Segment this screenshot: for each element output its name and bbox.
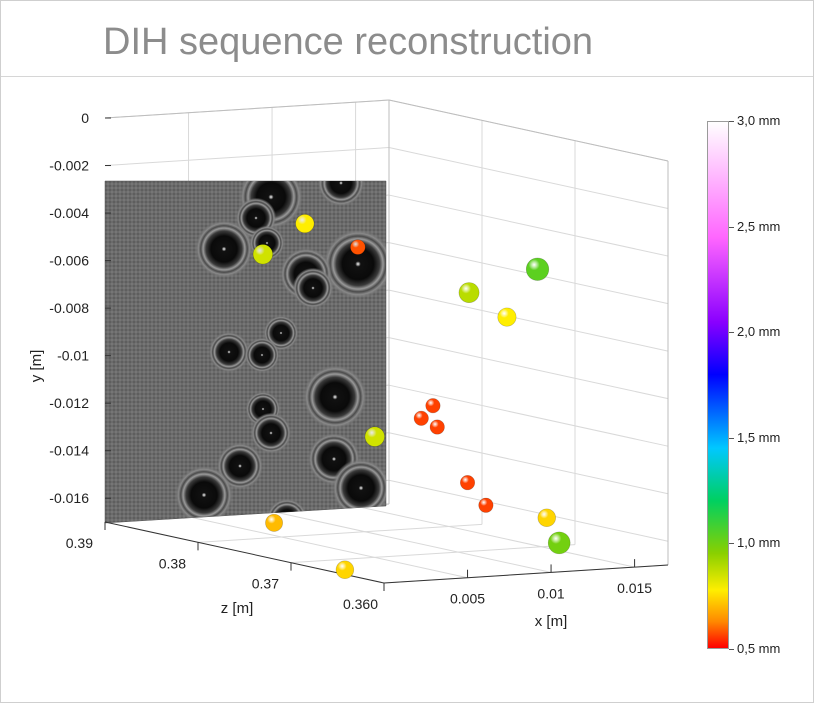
grid-line <box>188 516 468 579</box>
grid-line <box>388 289 669 352</box>
colorbar-tick <box>729 121 734 122</box>
hologram-fringe-ring <box>208 331 250 373</box>
particle-point <box>413 410 429 426</box>
hologram-fringe-ring <box>332 459 386 517</box>
particle-points <box>252 214 571 579</box>
hologram-fringe-ring <box>195 220 253 278</box>
y-tick-label: -0.016 <box>49 490 89 506</box>
particle-point <box>497 307 517 327</box>
particle-point <box>537 508 556 527</box>
grid-line <box>388 337 669 400</box>
particle-point <box>295 214 315 234</box>
grid-line <box>271 510 552 573</box>
y-tick-label: 0 <box>81 110 89 126</box>
colorbar-tick <box>729 226 734 228</box>
colorbar-tick <box>729 649 734 650</box>
x-axis-line <box>383 564 669 584</box>
particle-point <box>429 419 445 435</box>
z-axis-label: z [m] <box>221 600 254 617</box>
colorbar-tick <box>729 543 734 545</box>
colorbar-tick <box>729 437 734 439</box>
hologram-fringe-ring <box>250 412 292 454</box>
grid-line <box>388 479 669 542</box>
grid-line <box>355 505 635 568</box>
y-tick-label: -0.004 <box>49 205 89 221</box>
title-bar: DIH sequence reconstruction <box>1 1 813 77</box>
hologram-fringe-ring <box>216 442 264 490</box>
grid-line <box>197 523 483 543</box>
hologram-plane <box>104 180 387 524</box>
x-tick-label: 0.005 <box>450 591 485 607</box>
y-axis-label: y [m] <box>28 350 45 383</box>
y-tick-label: -0.012 <box>49 395 89 411</box>
particle-point <box>265 513 283 532</box>
z-tick-label: 0.39 <box>66 535 93 551</box>
y-tick-label: -0.01 <box>57 348 89 364</box>
particle-point <box>252 244 273 265</box>
colorbar-label: 1,0 mm <box>737 535 781 551</box>
particle-point <box>460 475 476 491</box>
x-tick-label: 0.01 <box>537 585 564 601</box>
grid-line <box>388 432 669 495</box>
x-tick-label: 0.015 <box>617 580 652 596</box>
hologram-rings <box>175 181 386 523</box>
x-axis-label: x [m] <box>535 613 568 630</box>
grid-line <box>388 147 669 210</box>
particle-point <box>425 398 441 414</box>
page-title: DIH sequence reconstruction <box>103 21 594 63</box>
particle-point <box>364 426 385 447</box>
y-tick-label: -0.014 <box>49 443 89 459</box>
grid-line <box>388 384 669 447</box>
particle-point <box>458 282 480 303</box>
z-tick-label: 0.360 <box>343 596 378 612</box>
hologram-fringe-ring <box>244 337 280 373</box>
colorbar-label: 2,0 mm <box>737 324 781 340</box>
axes: 0 -0.002 -0.004 -0.006 -0.008 -0.01 -0.012 -0.0… <box>28 110 669 630</box>
y-tick-label: -0.006 <box>49 253 89 269</box>
hologram-fringe-ring <box>292 267 334 309</box>
particle-point <box>335 560 355 579</box>
colorbar-label: 1,5 mm <box>737 429 781 445</box>
grid-line <box>388 194 669 257</box>
particle-point <box>350 239 366 255</box>
hologram-fringe-ring <box>317 181 365 207</box>
particle-point <box>478 497 494 513</box>
grid-line <box>290 544 576 564</box>
colorbar-label: 3,0 mm <box>737 113 781 128</box>
colorbar-label: 0,5 mm <box>737 641 781 656</box>
box-edge <box>388 99 669 162</box>
colorbar-tick <box>729 332 734 334</box>
particle-point <box>525 257 550 281</box>
hologram-fringe-ring <box>323 229 386 299</box>
z-tick-label: 0.38 <box>159 555 186 571</box>
colorbar <box>707 121 729 649</box>
box-edge <box>104 99 390 119</box>
colorbar-label: 2,5 mm <box>737 218 781 234</box>
y-tick-label: -0.002 <box>49 158 89 174</box>
grid-line <box>104 147 390 167</box>
z-tick-label: 0.37 <box>252 576 279 592</box>
particle-point <box>547 531 571 555</box>
hologram-fringe-ring <box>175 466 233 523</box>
y-tick-label: -0.008 <box>49 300 89 316</box>
hologram-fringe-ring <box>303 365 367 429</box>
